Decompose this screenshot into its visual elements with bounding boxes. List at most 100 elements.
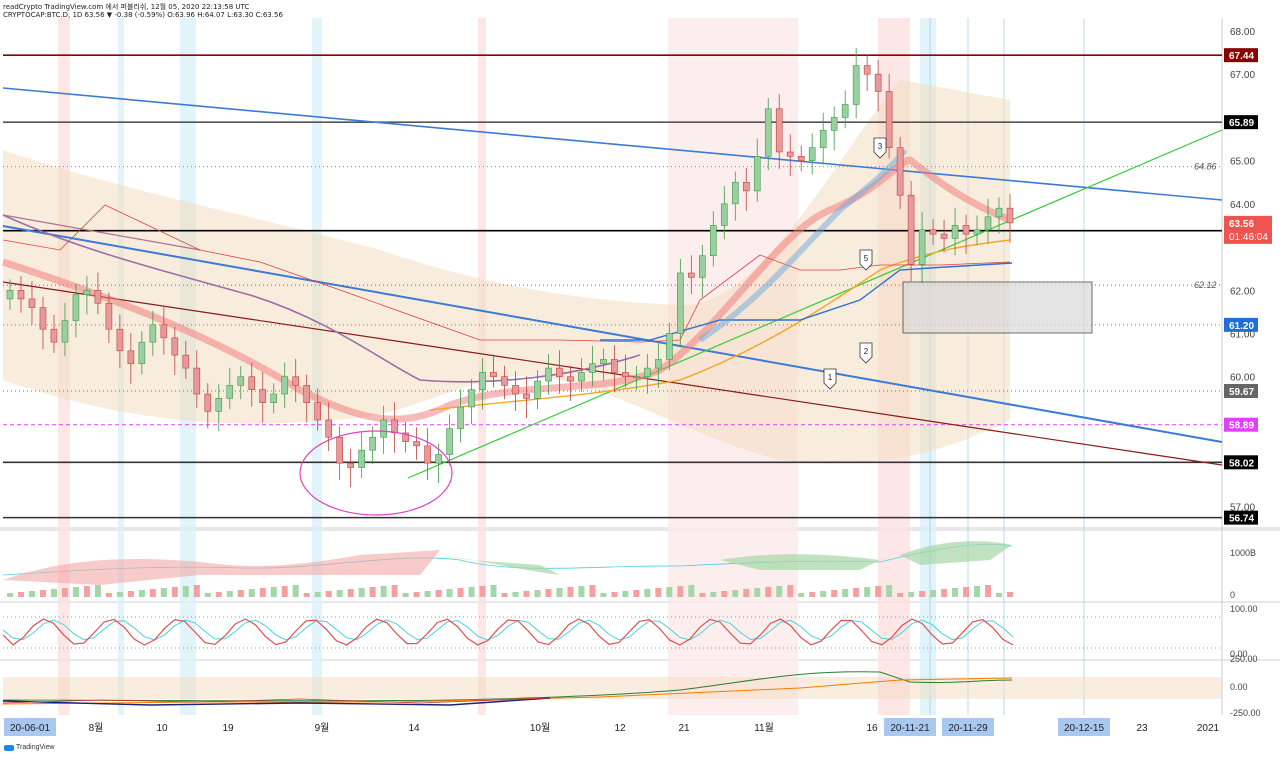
callout-2[interactable]: 2 <box>859 342 873 364</box>
candle-body[interactable] <box>786 151 794 157</box>
candle-body[interactable] <box>325 419 332 438</box>
candle-body[interactable] <box>149 324 157 343</box>
candle-body[interactable] <box>929 229 937 235</box>
candle-body[interactable] <box>28 298 36 308</box>
candle-body[interactable] <box>512 385 519 395</box>
callout-1[interactable]: 1 <box>823 368 837 390</box>
candle-body[interactable] <box>1006 207 1014 224</box>
volume-bar <box>732 590 739 597</box>
candle-body[interactable] <box>567 376 574 382</box>
candle-body[interactable] <box>303 385 311 403</box>
candle-body[interactable] <box>193 367 201 395</box>
candle-body[interactable] <box>523 393 530 399</box>
candle-body[interactable] <box>589 363 596 373</box>
candle-body[interactable] <box>259 389 267 403</box>
candle-body[interactable] <box>973 229 981 235</box>
candle-body[interactable] <box>358 449 365 468</box>
candle-body[interactable] <box>688 272 695 278</box>
candle-body[interactable] <box>468 389 475 408</box>
candle-body[interactable] <box>413 441 420 447</box>
candle-body[interactable] <box>6 289 14 300</box>
callout-5[interactable]: 5 <box>859 249 873 271</box>
candle-body[interactable] <box>578 372 585 382</box>
candle-body[interactable] <box>907 194 915 265</box>
candle-body[interactable] <box>237 376 245 386</box>
candle-body[interactable] <box>380 419 387 438</box>
candle-body[interactable] <box>83 289 91 295</box>
candle-body[interactable] <box>127 350 135 365</box>
candle-body[interactable] <box>797 156 805 161</box>
candle-body[interactable] <box>709 225 717 257</box>
candle-body[interactable] <box>490 372 497 378</box>
candle-body[interactable] <box>369 436 376 451</box>
candle-body[interactable] <box>17 289 25 300</box>
candle-body[interactable] <box>874 73 882 92</box>
candle-body[interactable] <box>775 108 783 153</box>
candle-body[interactable] <box>105 302 113 330</box>
candle-body[interactable] <box>611 359 618 373</box>
candle-body[interactable] <box>391 419 398 434</box>
candle-body[interactable] <box>50 328 58 343</box>
candle-body[interactable] <box>347 462 354 468</box>
candle-body[interactable] <box>742 181 750 192</box>
candle-body[interactable] <box>644 367 651 378</box>
candle-body[interactable] <box>764 108 772 157</box>
candle-body[interactable] <box>731 181 739 205</box>
candle-body[interactable] <box>830 117 838 131</box>
candle-body[interactable] <box>281 376 289 395</box>
candle-body[interactable] <box>918 229 926 265</box>
candle-body[interactable] <box>962 225 970 235</box>
candle-body[interactable] <box>72 294 80 321</box>
candle-body[interactable] <box>984 216 992 231</box>
candle-body[interactable] <box>995 207 1003 218</box>
candle-body[interactable] <box>808 147 816 161</box>
candle-body[interactable] <box>633 376 640 379</box>
level-label-box <box>1224 417 1258 432</box>
candle-body[interactable] <box>534 380 541 399</box>
candle-body[interactable] <box>39 307 47 330</box>
candle-body[interactable] <box>116 328 124 352</box>
candle-body[interactable] <box>501 376 508 386</box>
candle-body[interactable] <box>666 333 673 360</box>
candle-body[interactable] <box>215 398 223 412</box>
candle-body[interactable] <box>182 354 190 369</box>
candle-body[interactable] <box>226 385 234 399</box>
candle-body[interactable] <box>336 436 343 464</box>
candle-body[interactable] <box>655 359 662 369</box>
candle-body[interactable] <box>435 454 442 464</box>
candle-body[interactable] <box>622 372 629 378</box>
candle-body[interactable] <box>885 91 893 148</box>
consolidation-box[interactable] <box>902 281 1093 334</box>
candle-body[interactable] <box>94 289 102 304</box>
candle-body[interactable] <box>600 359 607 365</box>
candle-body[interactable] <box>402 432 409 442</box>
candle-body[interactable] <box>951 225 959 239</box>
candle-body[interactable] <box>819 130 827 148</box>
candle-body[interactable] <box>545 367 552 382</box>
candle-body[interactable] <box>720 203 728 226</box>
candle-body[interactable] <box>292 376 300 386</box>
callout-3[interactable]: 3 <box>873 137 887 159</box>
candle-body[interactable] <box>699 255 706 278</box>
candle-body[interactable] <box>160 324 168 339</box>
candle-body[interactable] <box>556 367 563 378</box>
candle-body[interactable] <box>424 445 431 464</box>
candle-body[interactable] <box>677 272 684 334</box>
candle-body[interactable] <box>171 337 179 356</box>
candle-body[interactable] <box>457 406 464 429</box>
candle-body[interactable] <box>852 65 860 105</box>
candle-body[interactable] <box>204 393 212 412</box>
candle-body[interactable] <box>61 320 69 343</box>
candle-body[interactable] <box>314 402 321 421</box>
candle-body[interactable] <box>896 147 904 196</box>
candle-body[interactable] <box>270 393 278 403</box>
candle-body[interactable] <box>841 104 849 118</box>
candle-body[interactable] <box>479 372 486 390</box>
candle-body[interactable] <box>940 233 948 239</box>
candle-body[interactable] <box>863 65 871 75</box>
candle-body[interactable] <box>138 341 146 365</box>
candle-body[interactable] <box>248 376 256 390</box>
candle-body[interactable] <box>446 428 453 455</box>
candle-body[interactable] <box>753 156 761 192</box>
